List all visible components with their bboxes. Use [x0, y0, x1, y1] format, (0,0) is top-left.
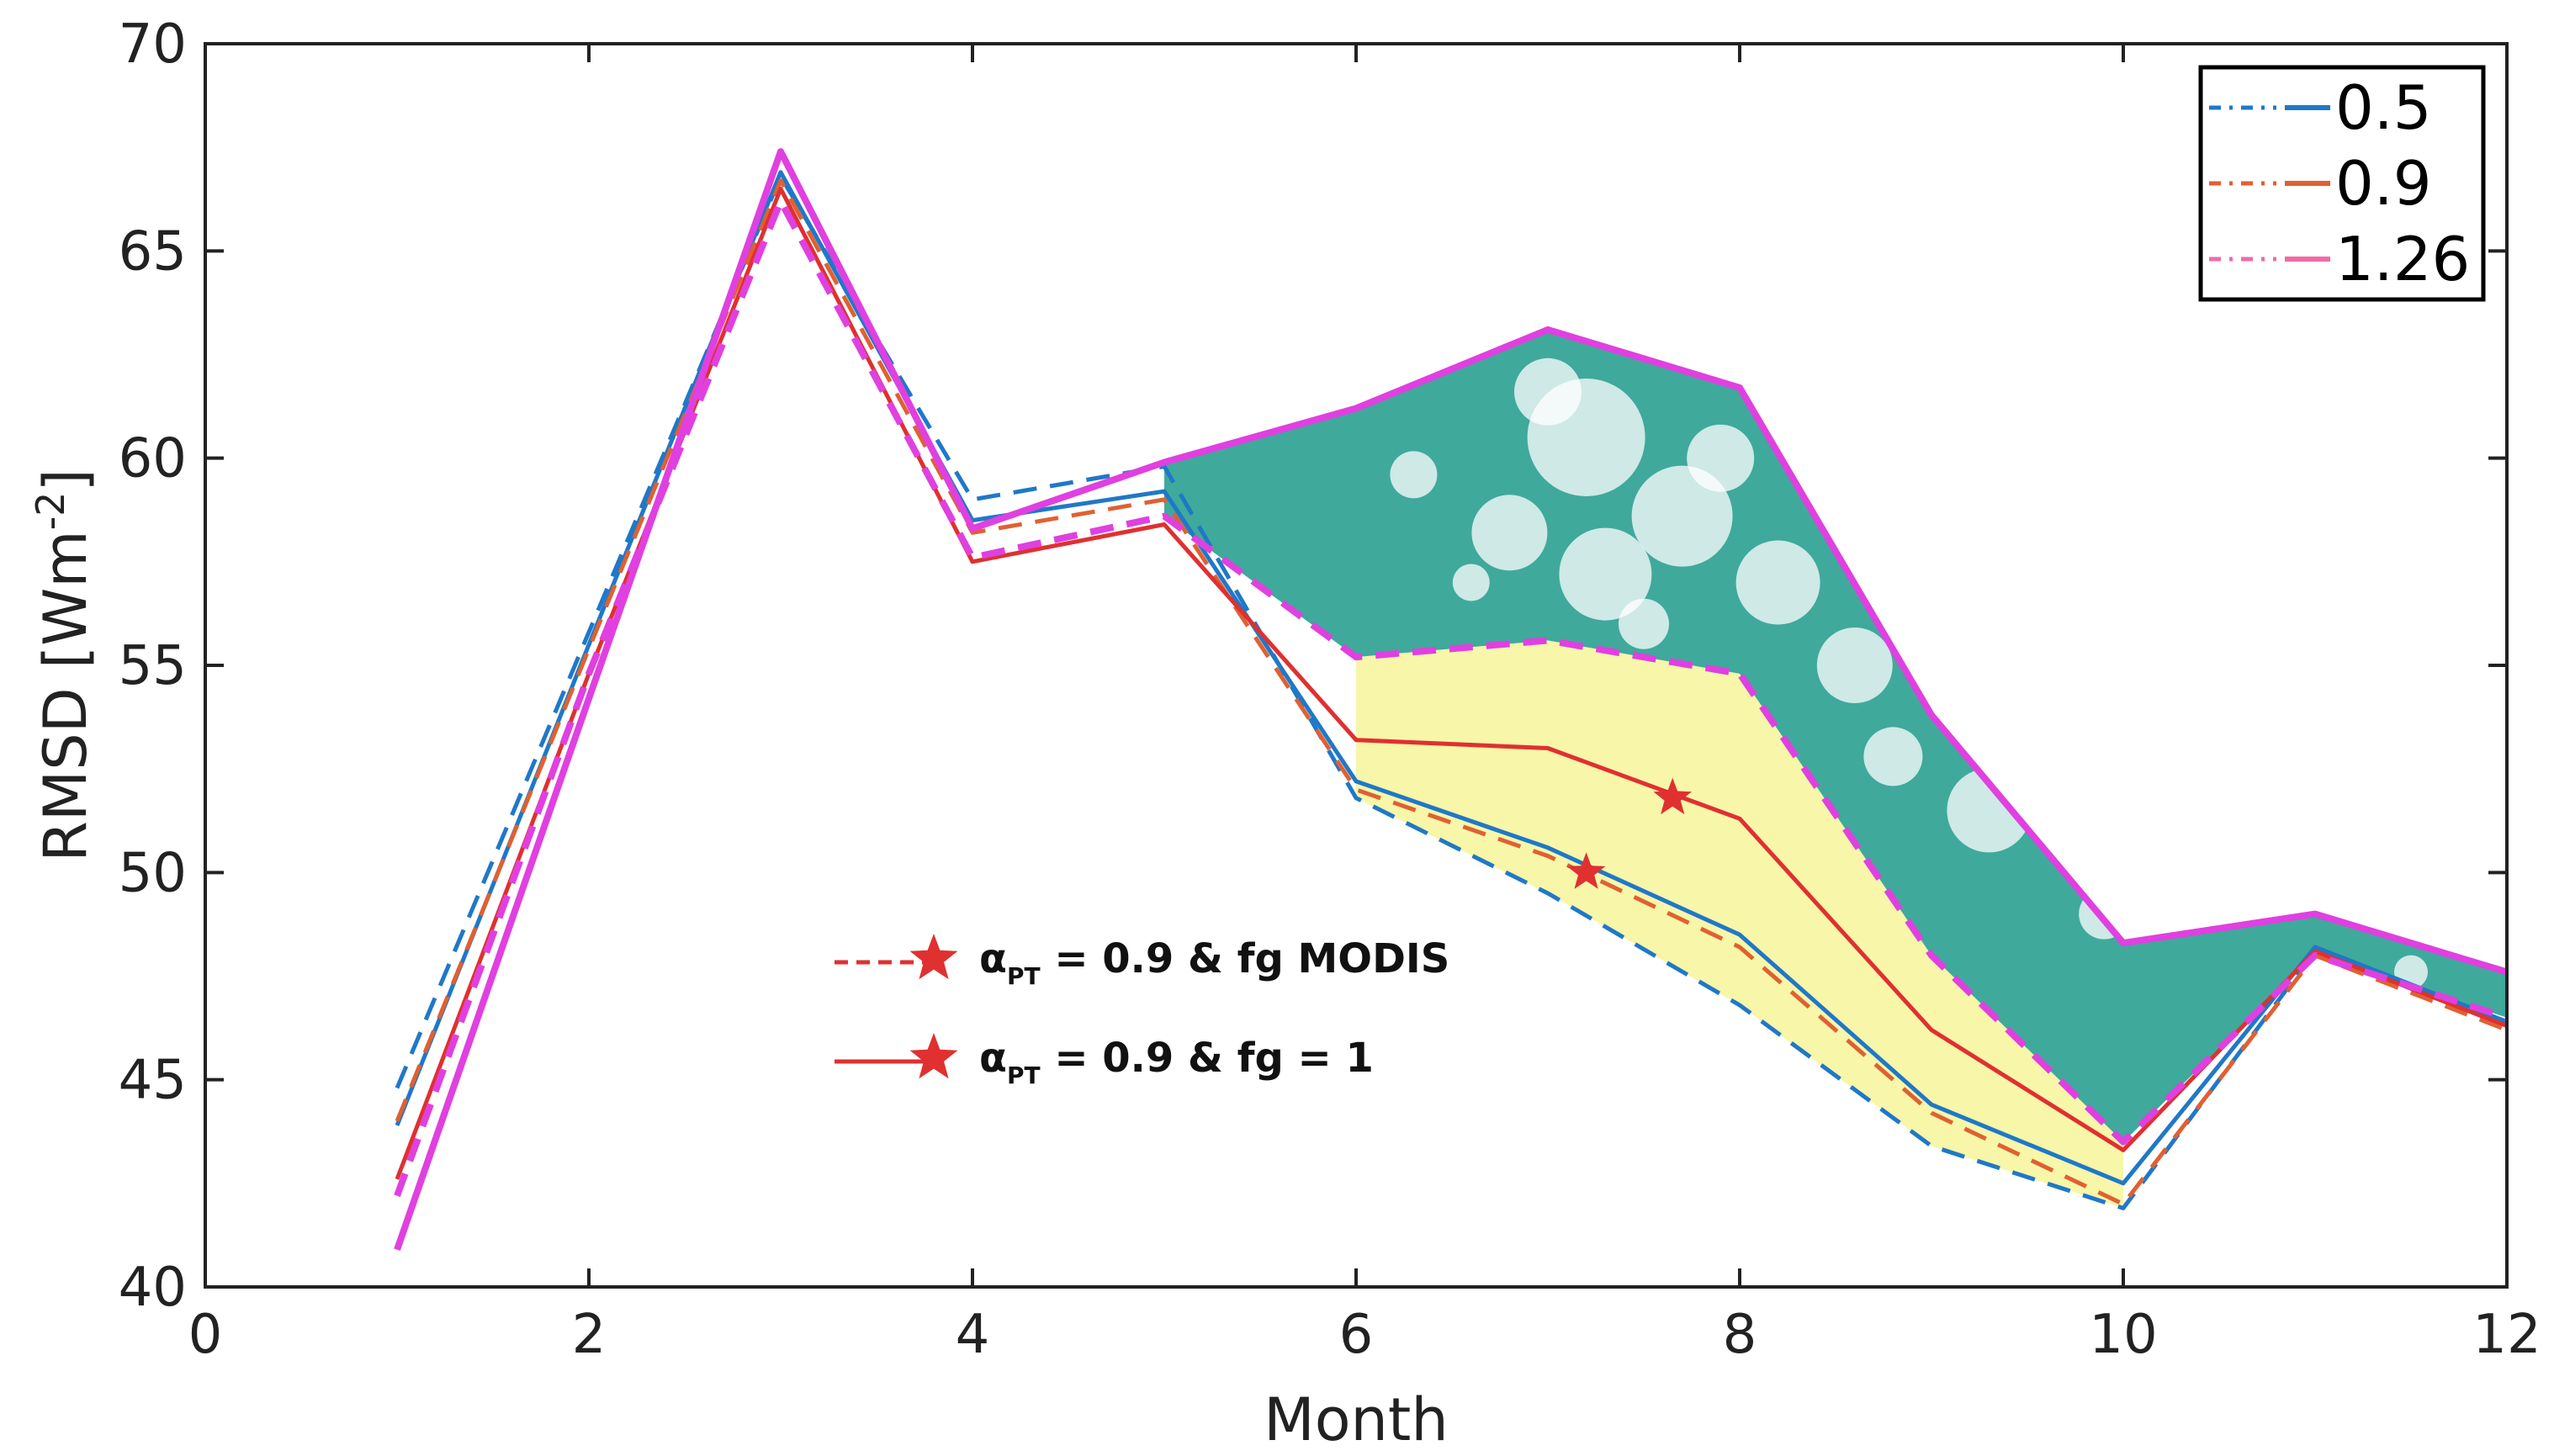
- y-tick-label: 50: [119, 842, 187, 904]
- texture-spot: [1452, 564, 1490, 601]
- annotation-legend: αPT = 0.9 & fg MODIS αPT = 0.9 & fg = 1: [835, 934, 1449, 1089]
- texture-spot: [1631, 465, 1733, 567]
- annotation-label: αPT = 0.9 & fg = 1: [979, 1035, 1374, 1089]
- y-tick-label: 70: [119, 13, 187, 76]
- star-fg-modis: [1566, 852, 1606, 889]
- y-tick-label: 55: [119, 635, 187, 697]
- texture-spot: [1559, 527, 1652, 621]
- series-lines: [394, 148, 2507, 1252]
- texture-spot: [1390, 451, 1438, 499]
- annotation-label: αPT = 0.9 & fg MODIS: [979, 935, 1449, 990]
- x-tick-label: 10: [2089, 1304, 2157, 1366]
- x-tick-label: 0: [188, 1304, 223, 1366]
- series-1.26-solid: [394, 148, 2507, 1252]
- texture-spot: [1619, 598, 1669, 649]
- texture-spot: [1514, 357, 1582, 426]
- star-markers: [1566, 777, 1692, 889]
- legend-label: 0.5: [2335, 72, 2432, 143]
- texture-spot: [1687, 424, 1755, 492]
- texture-spot: [1863, 727, 1923, 786]
- x-tick-label: 6: [1339, 1304, 1374, 1366]
- y-axis-title: RMSD [Wm-2]: [28, 469, 100, 862]
- series-0.9-solid: [395, 186, 2507, 1180]
- x-axis-title: Month: [1264, 1385, 1448, 1454]
- legend-label: 1.26: [2335, 224, 2470, 294]
- texture-spot: [1947, 768, 2032, 853]
- texture-spot: [1735, 540, 1820, 625]
- series-1.26-dashed: [394, 198, 2507, 1197]
- legend: 0.50.91.26: [2198, 65, 2486, 302]
- x-tick-label: 8: [1723, 1304, 1757, 1366]
- y-tick-label: 60: [119, 428, 187, 490]
- y-tick-label: 45: [119, 1050, 187, 1112]
- series-0.9-dashed: [395, 178, 2507, 1206]
- y-tick-label: 65: [119, 220, 187, 283]
- y-tick-label: 40: [119, 1257, 187, 1319]
- x-tick-label: 4: [956, 1304, 990, 1366]
- band-yellow-band: [1356, 640, 2123, 1209]
- annotation-star-icon: [909, 1033, 958, 1079]
- star-fg-1: [1653, 777, 1692, 815]
- texture-spot: [1471, 495, 1548, 571]
- annotation-star-icon: [909, 934, 958, 980]
- legend-label: 0.9: [2335, 148, 2432, 219]
- texture-spot: [1816, 627, 1893, 703]
- x-tick-label: 12: [2472, 1304, 2541, 1366]
- axis-ticks: 0 2 4 6 8 10 12 40 45 50 55 60 65 70: [119, 13, 2541, 1366]
- x-tick-label: 2: [572, 1304, 607, 1366]
